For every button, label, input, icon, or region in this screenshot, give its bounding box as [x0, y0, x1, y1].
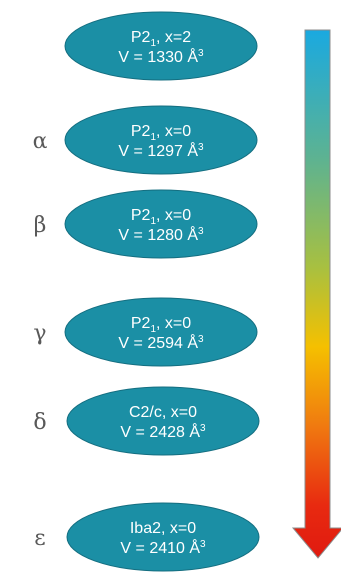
volume-text: V = 1330 Å3 [118, 47, 204, 66]
phase-node: P21, x=2V = 1330 Å3 [64, 11, 258, 81]
space-group-subscript: 1 [150, 216, 156, 227]
volume-value: V = 2594 Å [118, 333, 198, 352]
space-group-text: P21, x=0 [131, 315, 191, 335]
volume-text: V = 2594 Å3 [118, 333, 204, 352]
volume-unit-superscript: 3 [198, 142, 204, 153]
phase-ellipse [64, 11, 258, 81]
volume-unit-superscript: 3 [198, 334, 204, 345]
space-group-symbol: C2/c [129, 404, 162, 421]
volume-unit-superscript: 3 [200, 539, 206, 550]
volume-unit-superscript: 3 [198, 48, 204, 59]
space-group-symbol: P2 [131, 29, 151, 46]
phase-node: Iba2, x=0V = 2410 Å3 ε [34, 502, 260, 572]
phase-label: β [34, 213, 47, 238]
phase-label: ε [34, 526, 45, 551]
phase-node: P21, x=0V = 2594 Å3 γ [33, 297, 258, 367]
down-arrow-icon [291, 29, 341, 559]
phase-ellipse [64, 297, 258, 367]
space-group-text: P21, x=0 [131, 123, 191, 143]
phase-node: C2/c, x=0V = 2428 Å3 δ [33, 386, 260, 456]
space-group-symbol: Iba2 [130, 520, 161, 537]
phase-ellipse [64, 189, 258, 259]
volume-text: V = 1280 Å3 [118, 225, 204, 244]
phase-ellipse [64, 105, 258, 175]
volume-text: V = 2428 Å3 [120, 422, 206, 441]
space-group-text: Iba2, x=0 [130, 520, 196, 537]
phase-ellipse [66, 502, 260, 572]
volume-text: V = 1297 Å3 [118, 141, 204, 160]
x-value-text: , x=0 [156, 207, 191, 224]
volume-unit-superscript: 3 [200, 423, 206, 434]
space-group-text: C2/c, x=0 [129, 404, 197, 421]
volume-value: V = 1330 Å [118, 47, 198, 66]
phase-label: α [33, 129, 48, 154]
phase-label: γ [33, 321, 46, 346]
volume-value: V = 1280 Å [118, 225, 198, 244]
space-group-symbol: P2 [131, 207, 151, 224]
space-group-symbol: P2 [131, 315, 151, 332]
phase-ellipse [66, 386, 260, 456]
space-group-subscript: 1 [150, 324, 156, 335]
volume-value: V = 2428 Å [120, 422, 200, 441]
space-group-text: P21, x=2 [131, 29, 191, 49]
x-value-text: , x=2 [156, 29, 191, 46]
volume-unit-superscript: 3 [198, 226, 204, 237]
space-group-subscript: 1 [150, 132, 156, 143]
space-group-text: P21, x=0 [131, 207, 191, 227]
volume-value: V = 1297 Å [118, 141, 198, 160]
space-group-symbol: P2 [131, 123, 151, 140]
phase-label: δ [33, 410, 46, 435]
volume-text: V = 2410 Å3 [120, 538, 206, 557]
volume-value: V = 2410 Å [120, 538, 200, 557]
x-value-text: , x=0 [156, 123, 191, 140]
x-value-text: , x=0 [156, 315, 191, 332]
phase-node: P21, x=0V = 1280 Å3 β [34, 189, 258, 259]
x-value-text: , x=0 [161, 520, 196, 537]
x-value-text: , x=0 [162, 404, 197, 421]
space-group-subscript: 1 [150, 38, 156, 49]
phase-node: P21, x=0V = 1297 Å3 α [33, 105, 258, 175]
